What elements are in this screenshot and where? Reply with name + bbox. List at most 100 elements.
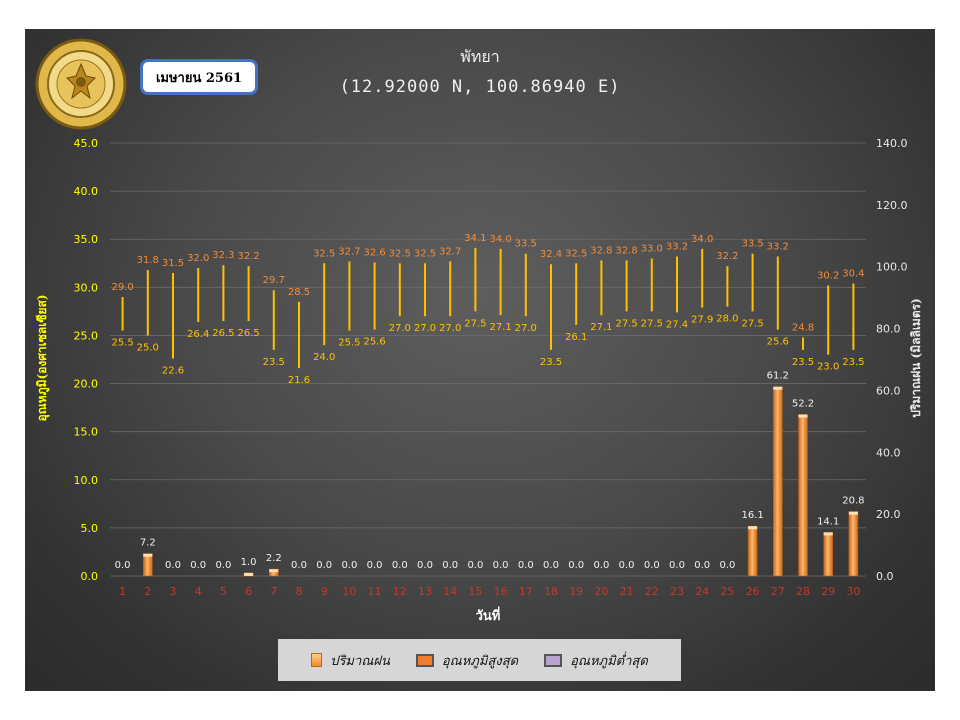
rain-bar-cap xyxy=(823,532,833,536)
min-temp-label: 27.0 xyxy=(515,323,537,334)
data-labels: 0.0 7.2 0.0 0.0 0.0 1.0 2.2 0.0 0.0 0.0 0.0 0.0 0.0 0… xyxy=(111,233,864,571)
max-temp-label: 32.5 xyxy=(389,248,411,259)
rain-value-label: 20.8 xyxy=(842,496,864,507)
x-tick-label: 10 xyxy=(342,585,356,598)
y-left-tick-label: 35.0 xyxy=(74,233,99,246)
rain-bar-cap xyxy=(848,511,858,515)
max-temp-label: 33.2 xyxy=(767,242,789,253)
y-right-tick-label: 60.0 xyxy=(876,384,901,397)
rain-bar xyxy=(772,386,783,577)
axes: 0.05.010.015.020.025.030.035.040.045.00.… xyxy=(74,137,908,598)
rain-bars xyxy=(143,386,859,577)
rain-value-label: 0.0 xyxy=(291,560,307,571)
max-temp-label: 32.2 xyxy=(716,251,738,262)
legend: ปริมาณฝน อุณหภูมิสูงสุด อุณหภูมิต่ำสุด xyxy=(278,639,681,681)
rain-value-label: 0.0 xyxy=(316,560,332,571)
rain-value-label: 0.0 xyxy=(719,560,735,571)
x-tick-label: 20 xyxy=(594,585,608,598)
x-tick-label: 2 xyxy=(144,585,151,598)
y-right-tick-label: 80.0 xyxy=(876,323,901,336)
max-temp-label: 32.6 xyxy=(363,247,385,258)
max-temp-label: 28.5 xyxy=(288,287,310,298)
rain-value-label: 1.0 xyxy=(241,557,257,568)
max-temp-label: 34.1 xyxy=(464,233,486,244)
rain-bar xyxy=(848,511,859,577)
min-temp-swatch-icon xyxy=(544,653,563,667)
min-temp-label: 23.5 xyxy=(540,357,562,368)
min-temp-label: 27.4 xyxy=(666,319,688,330)
min-temp-label: 28.0 xyxy=(716,314,738,325)
rain-value-label: 2.2 xyxy=(266,553,282,564)
legend-label-min-temp: อุณหภูมิต่ำสุด xyxy=(570,653,648,669)
y-left-tick-label: 15.0 xyxy=(74,426,99,439)
rain-bar xyxy=(823,532,834,577)
min-temp-label: 23.5 xyxy=(263,357,285,368)
max-temp-label: 32.0 xyxy=(187,253,209,264)
rain-value-label: 0.0 xyxy=(543,560,559,571)
x-tick-label: 8 xyxy=(296,585,303,598)
month-label-box: เมษายน 2561 xyxy=(140,59,258,95)
rain-bar-swatch-icon xyxy=(311,653,323,667)
min-temp-label: 25.5 xyxy=(338,338,360,349)
x-tick-label: 6 xyxy=(245,585,252,598)
x-tick-label: 19 xyxy=(569,585,583,598)
x-tick-label: 13 xyxy=(418,585,432,598)
min-temp-label: 25.5 xyxy=(111,338,133,349)
y-axis-left-title: อุณหภูมิ(องศาเซลเซียส) xyxy=(35,294,50,421)
min-temp-label: 26.4 xyxy=(187,329,209,340)
min-temp-label: 25.6 xyxy=(363,337,385,348)
gridlines xyxy=(110,142,866,577)
max-temp-label: 34.0 xyxy=(489,234,511,245)
max-temp-label: 32.7 xyxy=(338,246,360,257)
rain-bar-cap xyxy=(269,569,279,573)
min-temp-label: 27.0 xyxy=(414,323,436,334)
max-temp-label: 29.7 xyxy=(263,275,285,286)
rain-value-label: 0.0 xyxy=(593,560,609,571)
chart-subtitle: (12.92000 N, 100.86940 E) xyxy=(340,77,621,97)
max-temp-label: 32.4 xyxy=(540,249,562,260)
chart-title: พัทยา xyxy=(460,47,499,66)
rain-bar xyxy=(747,525,758,577)
max-temp-label: 32.2 xyxy=(237,251,259,262)
rain-value-label: 16.1 xyxy=(741,510,763,521)
rain-bar-cap xyxy=(143,553,153,557)
rain-value-label: 61.2 xyxy=(767,371,789,382)
y-left-tick-label: 0.0 xyxy=(81,570,99,583)
rain-value-label: 0.0 xyxy=(392,560,408,571)
y-right-tick-label: 20.0 xyxy=(876,508,901,521)
min-temp-label: 27.5 xyxy=(464,318,486,329)
x-tick-label: 25 xyxy=(720,585,734,598)
max-temp-label: 30.4 xyxy=(842,268,864,279)
min-temp-label: 27.5 xyxy=(741,318,763,329)
x-tick-label: 3 xyxy=(170,585,177,598)
y-left-tick-label: 30.0 xyxy=(74,281,99,294)
max-temp-label: 30.2 xyxy=(817,270,839,281)
y-right-tick-label: 40.0 xyxy=(876,446,901,459)
rain-value-label: 0.0 xyxy=(341,560,357,571)
min-temp-label: 22.6 xyxy=(162,366,184,377)
max-temp-label: 32.5 xyxy=(414,248,436,259)
min-temp-label: 27.0 xyxy=(389,323,411,334)
rain-value-label: 0.0 xyxy=(417,560,433,571)
rain-bar xyxy=(798,414,808,577)
chart-panel xyxy=(25,29,935,691)
x-tick-label: 11 xyxy=(368,585,382,598)
rain-value-label: 0.0 xyxy=(669,560,685,571)
rain-bar-cap xyxy=(244,572,254,576)
x-tick-label: 29 xyxy=(821,585,835,598)
rain-value-label: 0.0 xyxy=(493,560,509,571)
min-temp-label: 27.5 xyxy=(641,318,663,329)
rain-value-label: 0.0 xyxy=(165,560,181,571)
rain-value-label: 7.2 xyxy=(140,538,156,549)
rain-value-label: 0.0 xyxy=(467,560,483,571)
y-left-tick-label: 10.0 xyxy=(74,474,99,487)
max-temp-label: 33.5 xyxy=(741,239,763,250)
legend-item-max-temp: อุณหภูมิสูงสุด xyxy=(415,650,518,671)
min-temp-label: 26.5 xyxy=(212,328,234,339)
x-tick-label: 5 xyxy=(220,585,227,598)
max-temp-label: 34.0 xyxy=(691,234,713,245)
x-axis-title: วันที่ xyxy=(476,606,501,624)
y-left-tick-label: 25.0 xyxy=(74,329,99,342)
max-temp-label: 24.8 xyxy=(792,322,814,333)
